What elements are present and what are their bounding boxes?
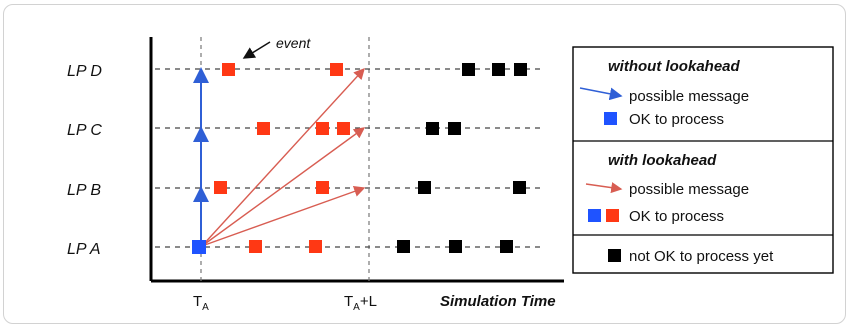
event-square-red-lp-d-2 xyxy=(330,63,343,76)
event-square-red-lp-c-2 xyxy=(316,122,329,135)
lp-b-label: LP B xyxy=(67,182,101,199)
event-square-black-lp-c-1 xyxy=(426,122,439,135)
tick-ta-l-main: T xyxy=(344,293,353,310)
event-square-blue-lp-a xyxy=(192,240,206,254)
lp-a-label: LP A xyxy=(67,241,101,258)
event-square-red-lp-a-2 xyxy=(309,240,322,253)
tick-ta-l-suffix: +L xyxy=(360,293,377,310)
legend-without-lookahead-title: without lookahead xyxy=(608,58,741,75)
tick-ta-main: T xyxy=(193,293,202,310)
legend-not-ok-text: not OK to process yet xyxy=(629,248,774,265)
lp-c-label: LP C xyxy=(67,122,102,139)
event-square-black-lp-c-2 xyxy=(448,122,461,135)
legend-black-not-ok-square xyxy=(608,249,621,262)
event-square-red-lp-d-1 xyxy=(222,63,235,76)
legend-blue-ok-square xyxy=(604,112,617,125)
event-square-black-lp-d-1 xyxy=(462,63,475,76)
event-square-black-lp-b-1 xyxy=(418,181,431,194)
event-square-red-lp-a-1 xyxy=(249,240,262,253)
legend-blue-message-arrow xyxy=(579,87,623,101)
time-tick-ta: TA xyxy=(193,293,209,313)
red-message-to-lp-d xyxy=(201,67,365,247)
event-square-red-lp-b-2 xyxy=(316,181,329,194)
event-square-red-lp-c-3 xyxy=(337,122,350,135)
event-square-red-lp-c-1 xyxy=(257,122,270,135)
tick-ta-sub: A xyxy=(202,302,209,313)
lp-d-label: LP D xyxy=(67,63,102,80)
event-callout-arrow xyxy=(242,41,271,59)
legend-with-ok-text: OK to process xyxy=(629,208,724,225)
event-square-black-lp-d-3 xyxy=(514,63,527,76)
event-square-red-lp-b-1 xyxy=(214,181,227,194)
event-square-black-lp-d-2 xyxy=(492,63,505,76)
tick-ta-l-sub: A xyxy=(353,302,360,313)
legend-with-lookahead-title: with lookahead xyxy=(608,152,717,169)
event-square-black-lp-a-3 xyxy=(500,240,513,253)
event-square-black-lp-b-2 xyxy=(513,181,526,194)
event-label: event xyxy=(276,35,311,51)
event-square-black-lp-a-1 xyxy=(397,240,410,253)
simulation-time-title: Simulation Time xyxy=(440,293,556,310)
red-message-to-lp-c xyxy=(201,127,366,247)
time-tick-ta-l: TA+L xyxy=(344,293,377,313)
legend-without-message-text: possible message xyxy=(629,88,749,105)
legend-with-message-text: possible message xyxy=(629,181,749,198)
legend-blue-with-ok-square xyxy=(588,209,601,222)
legend-red-message-arrow xyxy=(585,182,623,194)
red-message-to-lp-b xyxy=(201,186,366,247)
legend-red-with-ok-square xyxy=(606,209,619,222)
legend-without-ok-text: OK to process xyxy=(629,111,724,128)
event-square-black-lp-a-2 xyxy=(449,240,462,253)
